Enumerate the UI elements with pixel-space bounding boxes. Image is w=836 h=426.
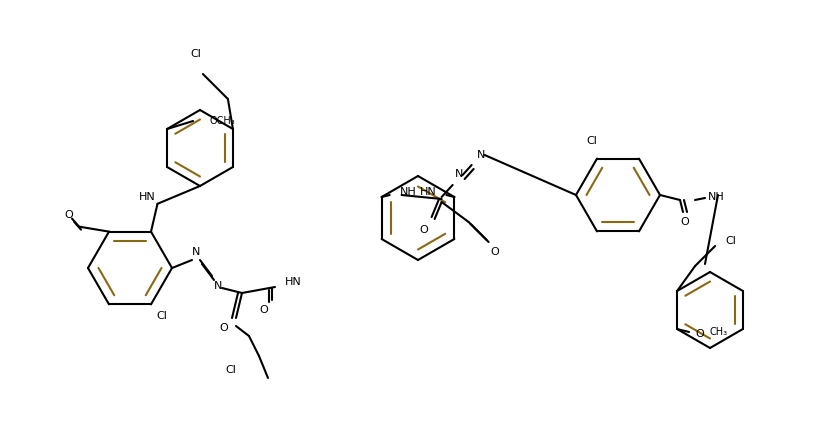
- Text: Cl: Cl: [155, 311, 166, 321]
- Text: N: N: [454, 169, 462, 179]
- Text: Cl: Cl: [190, 49, 201, 59]
- Text: N: N: [213, 281, 222, 291]
- Text: O: O: [490, 247, 498, 257]
- Text: O: O: [64, 210, 74, 220]
- Text: O: O: [259, 305, 268, 315]
- Text: O: O: [219, 323, 228, 333]
- Text: CH₃: CH₃: [708, 327, 726, 337]
- Text: HN: HN: [285, 277, 302, 287]
- Text: OCH₃: OCH₃: [209, 116, 235, 126]
- Text: HN: HN: [139, 192, 155, 202]
- Text: O: O: [680, 217, 689, 227]
- Text: HN: HN: [419, 187, 436, 197]
- Text: Cl: Cl: [225, 365, 236, 375]
- Text: O: O: [419, 225, 427, 235]
- Text: O: O: [694, 329, 703, 339]
- Text: NH: NH: [707, 192, 724, 202]
- Text: Cl: Cl: [724, 236, 735, 246]
- Text: NH: NH: [399, 187, 415, 197]
- Text: Cl: Cl: [586, 135, 597, 146]
- Text: N: N: [191, 247, 200, 257]
- Text: N: N: [476, 150, 484, 160]
